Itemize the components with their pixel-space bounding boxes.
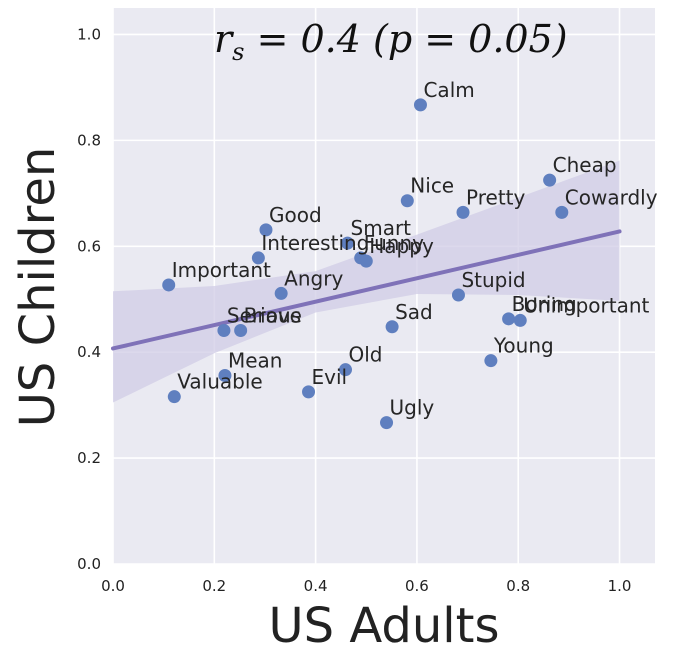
point-label: Ugly	[390, 396, 435, 420]
point-label: Young	[493, 334, 554, 358]
data-point	[259, 223, 273, 237]
data-point	[234, 323, 248, 337]
confidence-band	[113, 160, 620, 403]
x-axis-title: US Adults	[269, 598, 500, 648]
data-point	[167, 390, 181, 404]
annotation-rest: = 0.4 (p = 0.05)	[245, 17, 568, 61]
annotation-r: r	[214, 17, 235, 61]
point-label: Valuable	[177, 370, 262, 394]
data-point	[341, 236, 355, 250]
confidence-band-layer	[113, 160, 620, 403]
point-label: Interesting	[261, 231, 369, 255]
point-label: Calm	[423, 78, 474, 102]
point-label: Smart	[351, 216, 412, 240]
point-label: Nice	[410, 174, 454, 198]
point-label: Stupid	[461, 268, 525, 292]
y-tick-label: 0.6	[77, 237, 101, 255]
x-tick-label: 1.0	[608, 577, 632, 595]
x-tick-label: 0.6	[405, 577, 429, 595]
data-point	[339, 363, 353, 377]
data-point	[302, 385, 316, 399]
data-point	[513, 313, 527, 327]
y-tick-label: 0.0	[77, 555, 101, 573]
regression-line	[111, 229, 622, 351]
x-tick-label: 0.8	[506, 577, 530, 595]
data-point	[456, 205, 470, 219]
point-label: Old	[349, 343, 383, 367]
point-label: Pretty	[466, 185, 525, 209]
y-axis-title: US Children	[10, 147, 66, 428]
data-point	[543, 173, 557, 187]
point-label: Serious	[227, 303, 301, 327]
data-point	[385, 320, 399, 334]
point-label: Evil	[312, 365, 348, 389]
x-tick-label: 0.0	[101, 577, 125, 595]
point-label: Important	[172, 258, 271, 282]
data-point	[218, 368, 232, 382]
point-label: Cowardly	[565, 185, 658, 209]
point-labels-layer: Calm Cheap Nice Pretty Cowardly Good SmartInte…	[172, 78, 658, 420]
y-tick-label: 0.8	[77, 131, 101, 149]
regression-line-layer	[111, 229, 622, 351]
point-label: Boring	[512, 292, 577, 316]
point-label: Sad	[395, 300, 433, 324]
y-tick-label: 0.4	[77, 343, 101, 361]
point-label: Brave	[244, 303, 302, 327]
point-label: Happy	[369, 234, 434, 258]
y-tick-label: 0.2	[77, 449, 101, 467]
x-tick-label: 0.4	[304, 577, 328, 595]
data-point	[274, 286, 288, 300]
data-point	[484, 354, 498, 368]
point-label: Cheap	[553, 153, 617, 177]
correlation-annotation: rs = 0.4 (p = 0.05)	[214, 17, 568, 66]
data-point	[413, 98, 427, 112]
point-label: Funny	[364, 231, 424, 255]
data-point	[400, 194, 414, 208]
data-point	[555, 205, 569, 219]
data-point	[359, 254, 373, 268]
data-point	[251, 251, 265, 265]
data-point	[217, 323, 231, 337]
points-layer	[162, 98, 569, 430]
tick-labels-layer: 0.0 0.2 0.4 0.6 0.8 1.0 0.0 0.2 0.4 0.6 0.8 1.0	[77, 25, 631, 595]
data-point	[380, 416, 394, 430]
data-point	[502, 312, 516, 326]
point-label: Angry	[284, 266, 343, 290]
y-tick-label: 1.0	[77, 25, 101, 43]
point-label: Unimportant	[523, 293, 649, 317]
data-point	[162, 278, 176, 292]
x-tick-label: 0.2	[202, 577, 226, 595]
data-point	[451, 288, 465, 302]
point-label: Good	[269, 203, 322, 227]
annotation-subscript: s	[232, 38, 244, 66]
point-label: Mean	[228, 348, 283, 372]
